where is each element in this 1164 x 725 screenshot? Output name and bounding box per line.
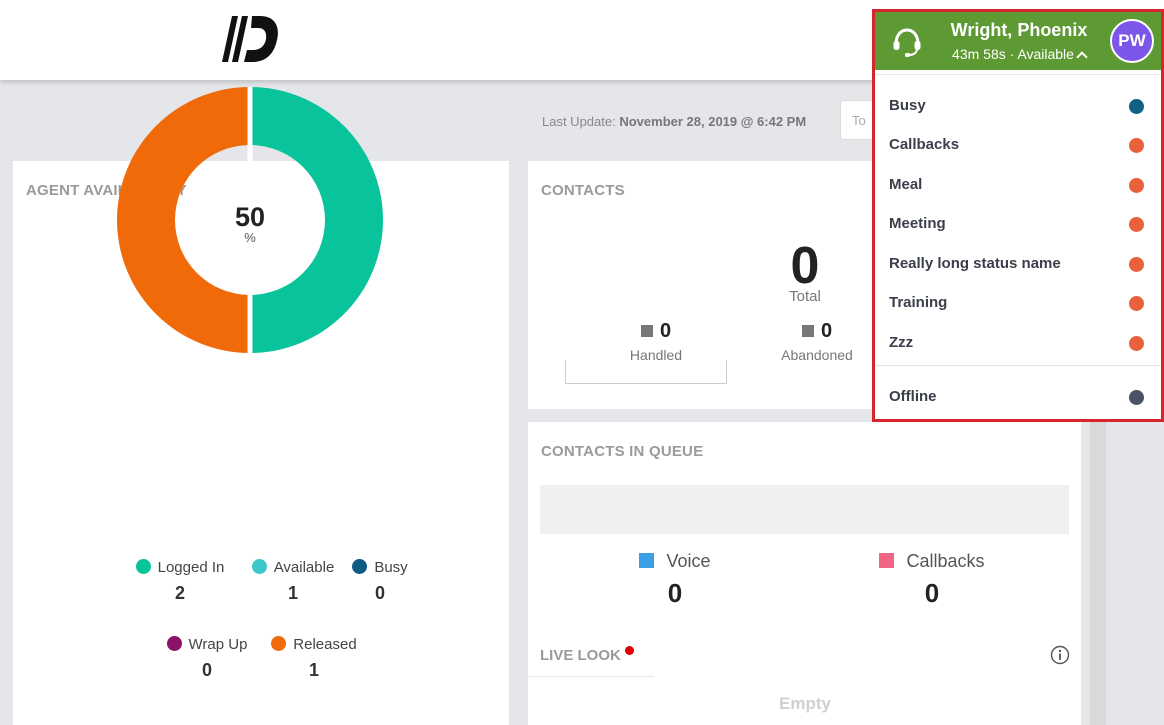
- last-update-label: Last Update:: [542, 114, 616, 129]
- live-look-heading: LIVE LOOK: [540, 646, 634, 664]
- avatar[interactable]: PW: [1110, 19, 1154, 63]
- donut-center-label: 50 %: [200, 202, 300, 245]
- availability-donut-chart: [117, 87, 383, 353]
- live-indicator-icon: [624, 646, 634, 655]
- contacts-total-value: 0: [790, 237, 820, 295]
- status-item-training[interactable]: Training: [875, 288, 1161, 318]
- status-item-zzz[interactable]: Zzz: [875, 328, 1161, 358]
- queue-callbacks: Callbacks 0: [852, 551, 1012, 609]
- abandoned-square-icon: [801, 325, 814, 337]
- status-label: Training: [889, 294, 948, 311]
- headset-icon: [893, 28, 921, 57]
- legend-item-logged-in: Logged In 2: [125, 559, 235, 604]
- agent-availability-card: AGENT AVAILABILITY: [13, 161, 509, 725]
- legend-item-available: Available 1: [238, 559, 348, 604]
- status-dot-icon: [1129, 336, 1144, 351]
- donut-released-segment[interactable]: [117, 87, 250, 353]
- legend-label: Busy: [374, 559, 408, 576]
- contacts-abandoned: 0 Abandoned: [757, 320, 877, 363]
- status-label: Callbacks: [889, 136, 960, 153]
- wrap-up-dot-icon: [166, 636, 182, 651]
- available-dot-icon: [251, 559, 267, 574]
- voice-label: Voice: [666, 551, 711, 571]
- voice-square-icon: [639, 553, 655, 568]
- status-item-busy[interactable]: Busy: [875, 91, 1161, 121]
- live-look-title: LIVE LOOK: [540, 647, 621, 664]
- contacts-in-queue-card: CONTACTS IN QUEUE: [528, 422, 1081, 725]
- legend-label: Available: [273, 559, 335, 576]
- logged-in-dot-icon: [135, 559, 151, 574]
- voice-value: 0: [667, 578, 683, 608]
- legend-label: Wrap Up: [188, 636, 248, 653]
- queue-voice: Voice 0: [595, 551, 755, 609]
- contacts-handled: 0 Handled: [596, 320, 716, 363]
- status-item-meal[interactable]: Meal: [875, 170, 1161, 200]
- live-look-empty: Empty: [779, 694, 831, 713]
- chevron-up-icon: [1076, 51, 1088, 63]
- legend-value: 2: [174, 583, 185, 603]
- contacts-in-queue-title: CONTACTS IN QUEUE: [541, 443, 704, 460]
- status-label: Zzz: [889, 334, 914, 351]
- queue-bar: [540, 485, 1069, 534]
- callbacks-square-icon: [879, 553, 895, 568]
- legend-value: 1: [308, 660, 319, 680]
- divider: [875, 74, 1161, 75]
- callbacks-label: Callbacks: [906, 551, 985, 571]
- user-name: Wright, Phoenix: [950, 20, 1088, 40]
- status-item-really-long-status-name[interactable]: Really long status name: [875, 249, 1161, 279]
- handled-label: Handled: [629, 347, 683, 363]
- legend-label: Released: [293, 636, 357, 653]
- status-label: Busy: [889, 97, 926, 114]
- abandoned-label: Abandoned: [781, 347, 853, 363]
- last-update-value: November 28, 2019 @ 6:42 PM: [619, 114, 807, 129]
- donut-value: 50: [234, 202, 266, 232]
- legend-item-wrap-up: Wrap Up 0: [152, 636, 262, 681]
- status-dot-icon: [1129, 296, 1144, 311]
- user-status-line: 43m 58s · Available: [943, 46, 1095, 63]
- donut-available-segment[interactable]: [250, 87, 383, 353]
- user-status-header[interactable]: Wright, Phoenix 43m 58s · Available PW: [875, 12, 1161, 70]
- live-look-tab-underline: [528, 676, 654, 677]
- status-label: Really long status name: [889, 255, 1061, 272]
- contacts-total-label: Total: [789, 288, 821, 305]
- legend-value: 0: [374, 583, 385, 603]
- last-update: Last Update: November 28, 2019 @ 6:42 PM: [542, 114, 806, 129]
- donut-unit: %: [244, 230, 256, 245]
- status-dot-icon: [1129, 390, 1144, 405]
- toolbox-label: To: [852, 113, 866, 128]
- legend-value: 0: [201, 660, 212, 680]
- status-label: Meeting: [889, 215, 946, 232]
- status-dot-icon: [1129, 138, 1144, 153]
- status-item-callbacks[interactable]: Callbacks: [875, 130, 1161, 160]
- status-dot-icon: [1129, 178, 1144, 193]
- status-item-meeting[interactable]: Meeting: [875, 209, 1161, 239]
- info-icon[interactable]: [1050, 645, 1070, 665]
- legend-item-released: Released 1: [259, 636, 369, 681]
- abandoned-value: 0: [820, 320, 833, 342]
- legend-value: 1: [287, 583, 298, 603]
- user-status-text: 43m 58s · Available: [952, 46, 1074, 62]
- legend-item-busy: Busy 0: [325, 559, 435, 604]
- scrollbar-track[interactable]: [1090, 415, 1106, 725]
- brand-logo-icon[interactable]: [222, 14, 278, 64]
- released-dot-icon: [271, 636, 287, 651]
- status-item-offline[interactable]: Offline: [875, 382, 1161, 412]
- status-dot-icon: [1129, 217, 1144, 232]
- status-label: Meal: [889, 176, 923, 193]
- busy-dot-icon: [352, 559, 368, 574]
- handled-square-icon: [640, 325, 653, 337]
- handled-bracket-divider: [565, 360, 727, 384]
- contacts-title: CONTACTS: [541, 182, 625, 199]
- status-label: Offline: [889, 388, 937, 405]
- status-dot-icon: [1129, 99, 1144, 114]
- status-dot-icon: [1129, 257, 1144, 272]
- legend-label: Logged In: [157, 559, 225, 576]
- divider: [875, 365, 1161, 366]
- handled-value: 0: [659, 320, 672, 342]
- user-status-dropdown: Wright, Phoenix 43m 58s · Available PW B…: [872, 9, 1164, 422]
- callbacks-value: 0: [924, 578, 940, 608]
